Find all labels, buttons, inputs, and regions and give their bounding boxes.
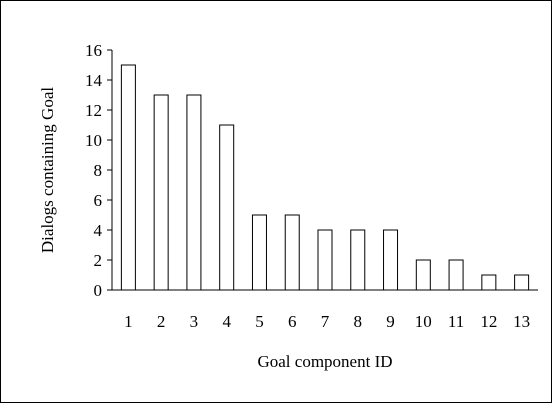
x-tick-label: 6: [288, 312, 297, 331]
x-axis-title: Goal component ID: [257, 352, 392, 371]
bars: [120, 64, 530, 291]
y-tick-label: 10: [85, 131, 102, 150]
bar: [383, 229, 399, 291]
bar: [186, 94, 202, 291]
x-tick-label: 4: [222, 312, 231, 331]
bar: [481, 274, 497, 291]
bar: [219, 124, 235, 291]
bar: [284, 214, 300, 291]
y-tick-label: 16: [85, 41, 102, 60]
x-tick-label: 8: [354, 312, 363, 331]
bar: [120, 64, 136, 291]
y-tick-label: 2: [94, 251, 103, 270]
y-axis: 0 2 4 6 8 10 12 14 16: [85, 41, 113, 300]
y-tick-label: 4: [94, 221, 103, 240]
x-tick-label: 12: [480, 312, 497, 331]
bar: [153, 94, 169, 291]
x-tick-label: 10: [415, 312, 432, 331]
y-tick-label: 12: [85, 101, 102, 120]
bar: [514, 274, 530, 291]
y-tick-label: 14: [85, 71, 103, 90]
x-axis: 1 2 3 4 5 6 7 8 9 10 11 12 13: [112, 289, 538, 331]
y-tick-label: 6: [94, 191, 103, 210]
bar: [251, 214, 267, 291]
x-tick-label: 9: [386, 312, 395, 331]
y-axis-title: Dialogs containing Goal: [38, 87, 57, 253]
x-tick-label: 2: [157, 312, 166, 331]
x-tick-label: 1: [124, 312, 133, 331]
bar: [317, 229, 333, 291]
x-tick-label: 11: [448, 312, 464, 331]
x-tick-label: 13: [513, 312, 530, 331]
x-tick-label: 3: [190, 312, 199, 331]
x-tick-label: 5: [255, 312, 264, 331]
bar: [448, 259, 464, 291]
y-tick-label: 0: [94, 281, 103, 300]
bar: [350, 229, 366, 291]
bar: [415, 259, 431, 291]
x-tick-label: 7: [321, 312, 330, 331]
y-tick-label: 8: [94, 161, 103, 180]
